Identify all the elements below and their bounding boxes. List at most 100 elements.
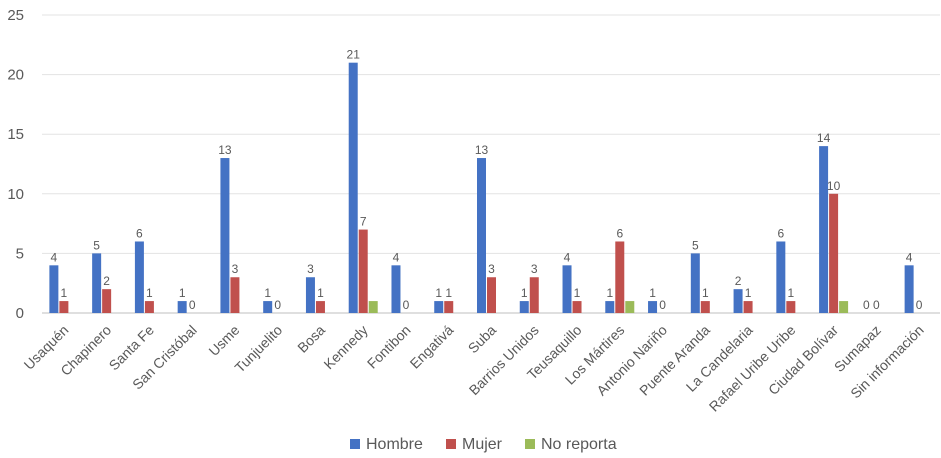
y-tick-label: 5 — [16, 245, 24, 262]
data-label: 2 — [103, 274, 110, 288]
x-tick-label: Suba — [465, 322, 500, 357]
data-label: 2 — [735, 274, 742, 288]
data-label: 1 — [787, 286, 794, 300]
data-label: 1 — [264, 286, 271, 300]
data-label: 1 — [179, 286, 186, 300]
bar-mujer — [487, 277, 496, 313]
legend-label: Mujer — [462, 436, 503, 453]
bar-hombre — [605, 301, 615, 313]
data-label: 5 — [93, 238, 100, 252]
bar-hombre — [177, 301, 187, 313]
data-label: 1 — [445, 286, 452, 300]
y-tick-label: 0 — [16, 305, 24, 322]
bar-hombre — [348, 62, 358, 314]
bar-mujer — [786, 301, 796, 313]
data-label: 6 — [777, 226, 784, 240]
bar-hombre — [648, 301, 658, 313]
y-axis: 0 5 10 15 20 25 — [7, 7, 24, 322]
data-label: 4 — [51, 250, 58, 264]
data-label: 0 — [873, 298, 880, 312]
data-label: 14 — [817, 131, 831, 145]
bar-mujer — [444, 301, 454, 313]
data-label: 21 — [347, 48, 361, 62]
data-label: 4 — [564, 250, 571, 264]
data-label: 3 — [307, 262, 314, 276]
bar-no-reporta — [625, 301, 635, 313]
x-tick-label: Usme — [205, 322, 242, 359]
bar-mujer — [572, 301, 582, 313]
data-label: 1 — [702, 286, 709, 300]
x-tick-label: Tunjuelito — [231, 322, 285, 376]
data-label: 1 — [61, 286, 68, 300]
bar-mujer — [529, 277, 539, 313]
bar-mujer — [615, 241, 625, 313]
data-label: 1 — [317, 286, 324, 300]
data-label: 5 — [692, 238, 699, 252]
data-label: 3 — [232, 262, 239, 276]
legend-label: No reporta — [541, 436, 617, 453]
bar-mujer — [700, 301, 710, 313]
data-label: 1 — [146, 286, 153, 300]
bar-hombre — [220, 158, 230, 313]
bar-hombre — [477, 158, 486, 313]
data-label: 6 — [136, 226, 143, 240]
legend-swatch — [525, 439, 535, 449]
data-label: 0 — [659, 298, 666, 312]
x-tick-label: Sin información — [847, 322, 927, 402]
data-label: 0 — [274, 298, 281, 312]
bar-hombre — [776, 241, 786, 313]
bar-hombre — [305, 277, 315, 313]
bar-mujer — [829, 193, 839, 313]
bar-hombre — [562, 265, 572, 313]
bar-hombre — [134, 241, 144, 313]
bar-mujer — [230, 277, 240, 313]
bar-hombre — [819, 146, 829, 313]
bar-hombre — [391, 265, 401, 313]
x-tick-label: Kennedy — [320, 322, 370, 372]
data-label: 6 — [616, 226, 623, 240]
data-label: 10 — [827, 179, 841, 193]
bar-mujer — [59, 301, 69, 313]
bar-hombre — [733, 289, 743, 313]
bar-mujer — [144, 301, 154, 313]
x-tick-label: Fontibon — [364, 322, 414, 372]
y-tick-label: 25 — [7, 7, 24, 24]
bar-hombre — [690, 253, 700, 313]
data-label: 4 — [906, 250, 913, 264]
legend-label: Hombre — [366, 436, 423, 453]
bar-no-reporta — [368, 301, 378, 313]
bar-hombre — [434, 301, 444, 313]
data-label: 1 — [606, 286, 613, 300]
x-tick-label: Bosa — [294, 322, 328, 356]
bar-mujer — [743, 301, 753, 313]
bar-hombre — [92, 253, 102, 313]
data-label: 0 — [189, 298, 196, 312]
bar-hombre — [49, 265, 59, 313]
bars — [49, 62, 914, 314]
y-tick-label: 20 — [7, 67, 24, 84]
data-label: 13 — [218, 143, 232, 157]
data-label: 0 — [403, 298, 410, 312]
data-label: 0 — [863, 298, 870, 312]
data-label: 1 — [574, 286, 581, 300]
legend: Hombre Mujer No reporta — [350, 436, 617, 453]
y-tick-label: 10 — [7, 186, 24, 203]
data-label: 1 — [745, 286, 752, 300]
data-label: 0 — [916, 298, 923, 312]
data-label: 1 — [521, 286, 528, 300]
bar-hombre — [904, 265, 914, 313]
legend-swatch — [350, 439, 360, 449]
data-label: 3 — [488, 262, 495, 276]
data-label: 3 — [531, 262, 538, 276]
bar-hombre — [519, 301, 529, 313]
bar-mujer — [102, 289, 112, 313]
bar-mujer — [315, 301, 325, 313]
data-label: 13 — [475, 143, 489, 157]
data-label: 1 — [649, 286, 656, 300]
legend-swatch — [446, 439, 456, 449]
data-label: 7 — [360, 215, 367, 229]
y-tick-label: 15 — [7, 126, 24, 143]
